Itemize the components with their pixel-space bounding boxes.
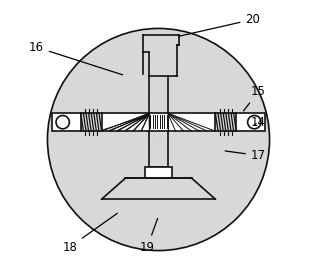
Text: 14: 14 (251, 116, 266, 129)
Text: 16: 16 (29, 41, 123, 75)
Bar (101, 113, 216, 131)
Text: 17: 17 (225, 149, 266, 162)
Text: 18: 18 (62, 213, 117, 254)
Text: 15: 15 (243, 85, 266, 111)
Bar (52, 113, 81, 131)
Bar (145, 167, 172, 178)
Text: 20: 20 (179, 13, 260, 36)
Text: 19: 19 (140, 218, 158, 254)
Bar (236, 113, 265, 131)
Circle shape (48, 28, 269, 251)
